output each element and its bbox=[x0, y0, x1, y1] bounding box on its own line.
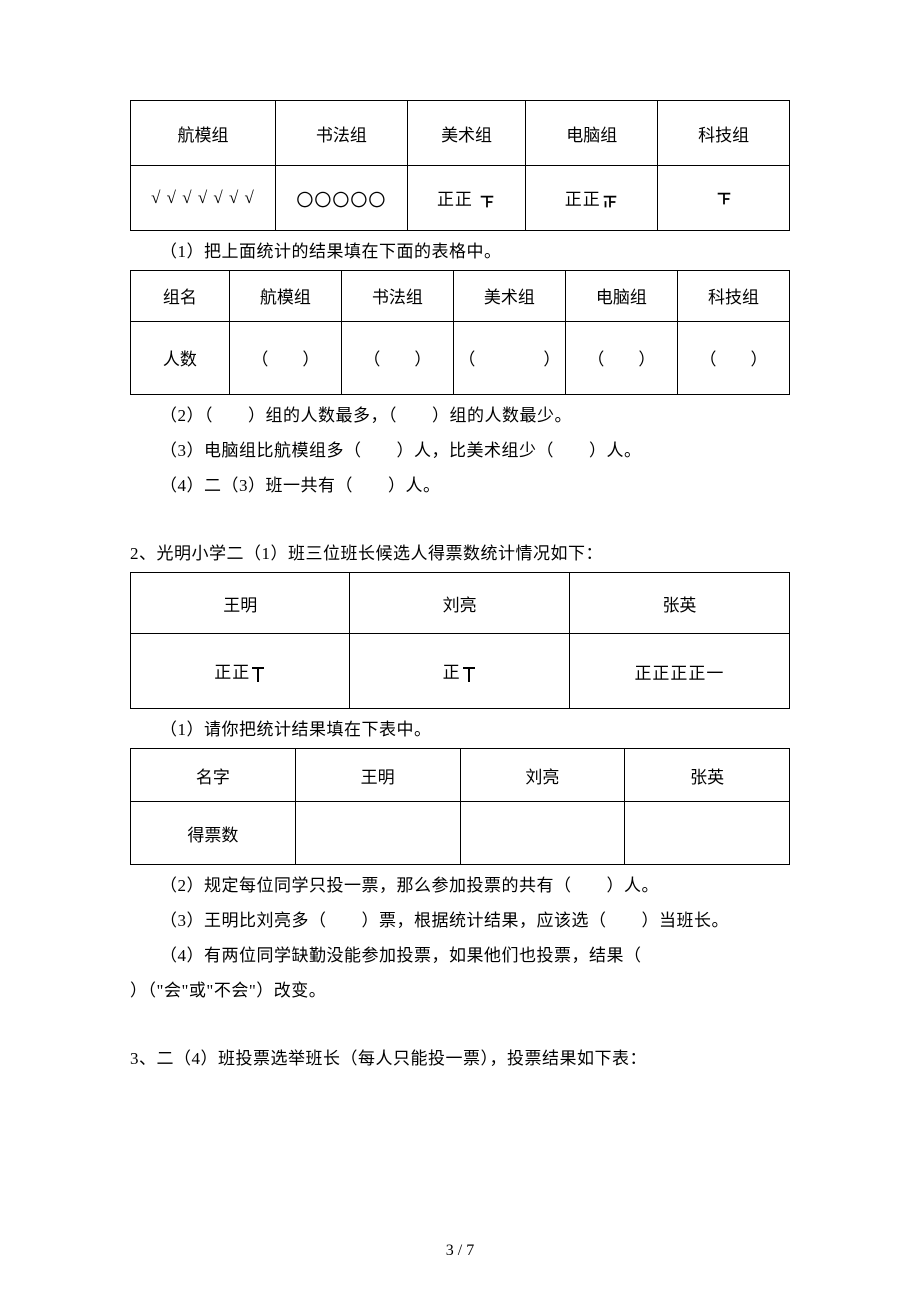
row-header: 得票数 bbox=[131, 802, 296, 865]
t-tally-icon bbox=[250, 664, 266, 684]
tally-zheng: 正正 bbox=[214, 663, 250, 682]
t-tally-icon bbox=[461, 664, 477, 684]
blank-cell: （ ） bbox=[341, 321, 453, 394]
tally-cell: 正正 bbox=[131, 634, 350, 709]
document-page: 航模组 书法组 美术组 电脑组 科技组 √ √ √ √ √ √ √ 〇〇〇〇〇 … bbox=[0, 0, 920, 1302]
col-header: 美术组 bbox=[453, 270, 565, 321]
tally-zheng: 正 bbox=[443, 663, 461, 682]
col-header: 航模组 bbox=[131, 101, 276, 166]
zheng-partial-3-icon bbox=[478, 193, 496, 211]
row-header: 组名 bbox=[131, 270, 230, 321]
zheng-partial-4-icon bbox=[601, 193, 619, 211]
col-header: 张英 bbox=[625, 749, 790, 802]
tally-cell: 正正 bbox=[526, 166, 658, 231]
tally-cell: 正 bbox=[350, 634, 569, 709]
row-header: 人数 bbox=[131, 321, 230, 394]
blank-cell bbox=[625, 802, 790, 865]
row-header: 名字 bbox=[131, 749, 296, 802]
interest-group-tally-table: 航模组 书法组 美术组 电脑组 科技组 √ √ √ √ √ √ √ 〇〇〇〇〇 … bbox=[130, 100, 790, 231]
blank-cell: （ ） bbox=[229, 321, 341, 394]
tally-circles: 〇〇〇〇〇 bbox=[296, 191, 386, 210]
col-header: 电脑组 bbox=[526, 101, 658, 166]
tally-zheng: 正正 bbox=[565, 190, 601, 209]
tally-cell: 正正 bbox=[407, 166, 526, 231]
col-header: 科技组 bbox=[658, 101, 790, 166]
col-header: 张英 bbox=[569, 573, 789, 634]
interest-group-count-table: 组名 航模组 书法组 美术组 电脑组 科技组 人数 （ ） （ ） （ ） （ … bbox=[130, 270, 790, 395]
col-header: 航模组 bbox=[229, 270, 341, 321]
tally-cell bbox=[658, 166, 790, 231]
col-header: 书法组 bbox=[275, 101, 407, 166]
col-header: 王明 bbox=[295, 749, 460, 802]
tally-zheng: 正正正正一 bbox=[634, 664, 724, 683]
question-1-1: （1）把上面统计的结果填在下面的表格中。 bbox=[130, 235, 790, 270]
blank-cell bbox=[460, 802, 625, 865]
question-2-4b: ）（"会"或"不会"）改变。 bbox=[130, 974, 790, 1009]
question-2-1: （1）请你把统计结果填在下表中。 bbox=[130, 713, 790, 748]
col-header: 美术组 bbox=[407, 101, 526, 166]
col-header: 书法组 bbox=[341, 270, 453, 321]
page-number: 3 / 7 bbox=[0, 1242, 920, 1260]
question-2-4a: （4）有两位同学缺勤没能参加投票，如果他们也投票，结果（ bbox=[130, 939, 790, 974]
vote-count-table: 名字 王明 刘亮 张英 得票数 bbox=[130, 748, 790, 865]
col-header: 王明 bbox=[131, 573, 350, 634]
col-header: 科技组 bbox=[677, 270, 789, 321]
question-2-2: （2）规定每位同学只投一票，那么参加投票的共有（ ）人。 bbox=[130, 869, 790, 904]
blank-cell bbox=[295, 802, 460, 865]
col-header: 电脑组 bbox=[565, 270, 677, 321]
question-1-2: （2）（ ）组的人数最多，（ ）组的人数最少。 bbox=[130, 399, 790, 434]
col-header: 刘亮 bbox=[350, 573, 569, 634]
blank-cell: （ ） bbox=[677, 321, 789, 394]
tally-checkmarks: √ √ √ √ √ √ √ bbox=[151, 188, 255, 207]
blank-cell: （ ） bbox=[565, 321, 677, 394]
tally-cell: 正正正正一 bbox=[569, 634, 789, 709]
question-3-intro: 3、二（4）班投票选举班长（每人只能投一票），投票结果如下表： bbox=[130, 1042, 790, 1077]
question-2-intro: 2、光明小学二（1）班三位班长候选人得票数统计情况如下： bbox=[130, 537, 790, 572]
tally-zheng: 正正 bbox=[437, 190, 478, 209]
vote-tally-table: 王明 刘亮 张英 正正 正 正正正正一 bbox=[130, 572, 790, 709]
tally-cell: 〇〇〇〇〇 bbox=[275, 166, 407, 231]
col-header: 刘亮 bbox=[460, 749, 625, 802]
question-2-3: （3）王明比刘亮多（ ）票，根据统计结果，应该选（ ）当班长。 bbox=[130, 904, 790, 939]
zheng-partial-3-icon bbox=[715, 190, 733, 208]
question-1-3: （3）电脑组比航模组多（ ）人，比美术组少（ ）人。 bbox=[130, 434, 790, 469]
blank-cell: （ ） bbox=[453, 321, 565, 394]
tally-cell: √ √ √ √ √ √ √ bbox=[131, 166, 276, 231]
question-1-4: （4）二（3）班一共有（ ）人。 bbox=[130, 469, 790, 504]
